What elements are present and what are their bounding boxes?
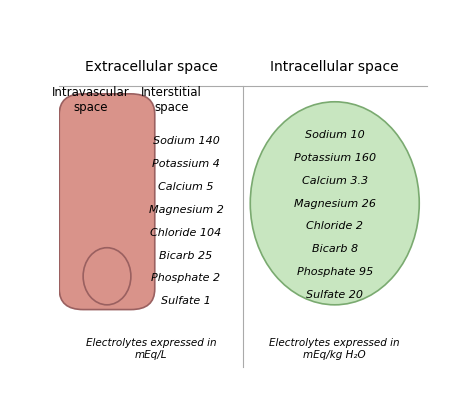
Ellipse shape [83, 248, 131, 305]
Ellipse shape [250, 102, 419, 305]
Text: Intravascular
space: Intravascular space [52, 86, 129, 114]
Text: Sulfate 1: Sulfate 1 [161, 296, 211, 307]
Text: Phosphate 95: Phosphate 95 [297, 267, 373, 277]
Text: Chloride 2: Chloride 2 [306, 222, 363, 232]
Text: Potassium 4: Potassium 4 [152, 159, 220, 169]
Text: Extracellular space: Extracellular space [85, 60, 218, 74]
Text: Interstitial
space: Interstitial space [141, 86, 202, 114]
Text: Sodium 10: Sodium 10 [305, 130, 365, 140]
Text: Calcium 5: Calcium 5 [158, 182, 214, 192]
Text: Bicarb 8: Bicarb 8 [312, 244, 358, 254]
Text: Intracellular space: Intracellular space [271, 60, 399, 74]
Text: Sulfate 20: Sulfate 20 [306, 290, 363, 300]
Text: Phosphate 2: Phosphate 2 [151, 274, 220, 283]
Text: Potassium 160: Potassium 160 [294, 153, 376, 163]
Text: Chloride 104: Chloride 104 [150, 228, 222, 238]
Text: Sodium 140: Sodium 140 [153, 136, 219, 146]
Text: Electrolytes expressed in
mEq/L: Electrolytes expressed in mEq/L [86, 338, 217, 360]
Text: Calcium 3.3: Calcium 3.3 [301, 176, 368, 186]
Text: Magnesium 2: Magnesium 2 [148, 205, 223, 215]
Text: Bicarb 25: Bicarb 25 [159, 250, 213, 261]
Text: Magnesium 26: Magnesium 26 [294, 199, 376, 208]
Text: Electrolytes expressed in
mEq/kg H₂O: Electrolytes expressed in mEq/kg H₂O [269, 338, 400, 360]
FancyBboxPatch shape [59, 94, 155, 309]
